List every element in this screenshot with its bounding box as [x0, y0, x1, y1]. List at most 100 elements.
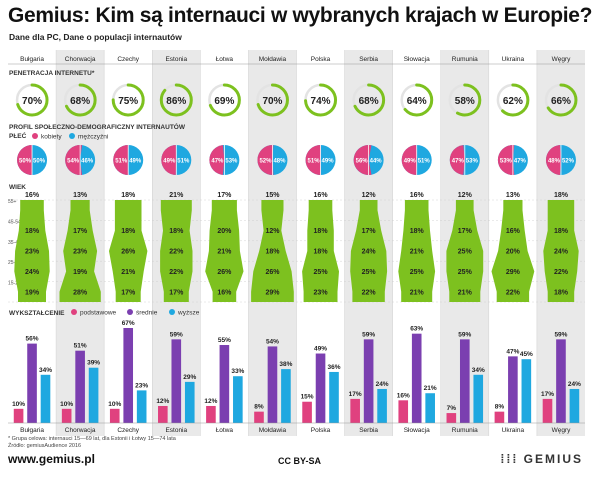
age-value-label: 26%	[121, 249, 136, 256]
education-bar	[75, 350, 85, 423]
education-bar	[569, 388, 580, 423]
age-value-label: 23%	[25, 249, 40, 256]
legend-education-swatch	[71, 309, 77, 315]
country-label-bottom: Ukraina	[502, 427, 525, 434]
education-value-label: 17%	[541, 391, 554, 398]
penetration-value-label: 70%	[22, 96, 42, 107]
age-value-label: 18%	[121, 228, 136, 235]
education-value-label: 16%	[397, 392, 410, 399]
penetration-value-label: 74%	[311, 96, 331, 107]
age-value-label: 18%	[314, 249, 329, 256]
age-value-label: 26%	[217, 269, 232, 276]
penetration-value-label: 62%	[503, 96, 523, 107]
age-value-label: 25%	[458, 269, 473, 276]
section-profile-label: PROFIL SPOŁECZNO-DEMOGRAFICZNY INTERNAUT…	[9, 122, 186, 131]
country-label-bottom: Serbia	[359, 427, 378, 434]
education-value-label: 33%	[231, 368, 244, 375]
age-value-label: 18%	[169, 228, 184, 235]
age-value-label: 18%	[554, 192, 569, 199]
page-title: Gemius: Kim są internauci w wybranych kr…	[8, 4, 593, 27]
education-bar	[158, 405, 168, 423]
age-value-label: 22%	[169, 269, 184, 276]
education-bar	[109, 408, 120, 423]
education-value-label: 12%	[156, 398, 169, 405]
gender-women-label: 49%	[163, 159, 176, 165]
education-value-label: 21%	[424, 385, 437, 392]
education-value-label: 7%	[447, 405, 457, 412]
age-shape	[302, 200, 339, 302]
section-gender-label: PŁEĆ	[9, 131, 27, 140]
age-value-label: 16%	[217, 289, 232, 296]
footnote: * Grupa celowa: internauci 15—69 lat, dl…	[8, 436, 388, 449]
penetration-ring-arc	[63, 83, 97, 117]
penetration-value-label: 69%	[214, 96, 234, 107]
age-value-label: 18%	[314, 228, 329, 235]
country-label-top: Chorwacja	[65, 56, 96, 63]
age-value-label: 15%	[265, 192, 280, 199]
education-bar	[459, 339, 470, 423]
age-value-label: 21%	[121, 269, 136, 276]
age-value-label: 25%	[362, 269, 377, 276]
age-value-label: 26%	[265, 269, 280, 276]
footnote-source: Źródło: gemiusAudience 2016	[8, 442, 82, 449]
age-value-label: 29%	[265, 289, 280, 296]
age-value-label: 17%	[362, 228, 377, 235]
age-value-label: 18%	[265, 249, 280, 256]
country-label-bottom: Estonia	[165, 427, 187, 434]
penetration-value-label: 66%	[551, 96, 571, 107]
country-label-top: Łotwa	[216, 56, 234, 63]
education-value-label: 47%	[506, 348, 519, 355]
country-label-bottom: Bułgaria	[20, 427, 44, 434]
age-value-label: 22%	[506, 289, 521, 296]
education-bar	[40, 374, 51, 423]
age-axis-label: 35-44	[8, 240, 21, 246]
gender-pie-women	[113, 145, 129, 176]
page-subtitle: Dane dla PC, Dane o populacji internautó…	[9, 32, 182, 42]
gender-men-label: 47%	[514, 159, 527, 165]
education-bar	[425, 393, 435, 423]
penetration-ring-arc	[304, 83, 338, 117]
gender-men-label: 53%	[225, 159, 238, 165]
education-value-label: 56%	[26, 336, 39, 343]
country-label-top: Polska	[311, 56, 331, 63]
footnote-target-group: * Grupa celowa: internauci 15—69 lat, dl…	[8, 436, 176, 442]
education-bar	[302, 401, 312, 423]
gender-men-label: 53%	[466, 159, 479, 165]
gender-men-label: 49%	[129, 159, 142, 165]
penetration-ring-arc	[15, 83, 49, 117]
age-value-label: 29%	[506, 269, 521, 276]
country-label-bottom: Rumunia	[452, 427, 478, 434]
gender-women-label: 54%	[67, 159, 80, 165]
education-value-label: 8%	[495, 404, 505, 411]
education-value-label: 55%	[218, 337, 231, 344]
education-value-label: 63%	[410, 326, 423, 333]
penetration-ring-arc	[207, 83, 241, 117]
age-value-label: 17%	[217, 192, 232, 199]
gender-pie-women	[401, 145, 417, 175]
brand-link[interactable]: www.gemius.pl	[8, 452, 95, 466]
age-value-label: 17%	[169, 289, 184, 296]
education-value-label: 34%	[472, 367, 485, 374]
country-label-top: Słowacja	[404, 56, 430, 63]
age-value-label: 18%	[554, 289, 569, 296]
age-shape	[446, 200, 484, 302]
age-value-label: 21%	[458, 289, 473, 296]
age-axis-label: 55+	[8, 199, 17, 205]
legend-education-label: wyższe	[177, 310, 200, 317]
legend-women-swatch	[32, 133, 38, 139]
penetration-ring-arc	[352, 83, 386, 117]
education-value-label: 36%	[327, 364, 340, 371]
age-value-label: 16%	[410, 192, 425, 199]
gender-women-label: 47%	[452, 159, 465, 165]
section-education-label: WYKSZTAŁCENIE	[9, 310, 65, 317]
education-value-label: 59%	[554, 331, 567, 338]
age-shape	[109, 200, 148, 302]
education-bar	[494, 411, 505, 423]
gender-women-label: 53%	[500, 159, 513, 165]
age-shape	[14, 200, 50, 302]
section-penetration-label: PENETRACJA INTERNETU*	[9, 70, 95, 77]
education-value-label: 10%	[60, 401, 73, 408]
gender-men-label: 52%	[562, 159, 575, 165]
penetration-value-label: 70%	[262, 96, 282, 107]
education-value-label: 38%	[279, 361, 292, 368]
